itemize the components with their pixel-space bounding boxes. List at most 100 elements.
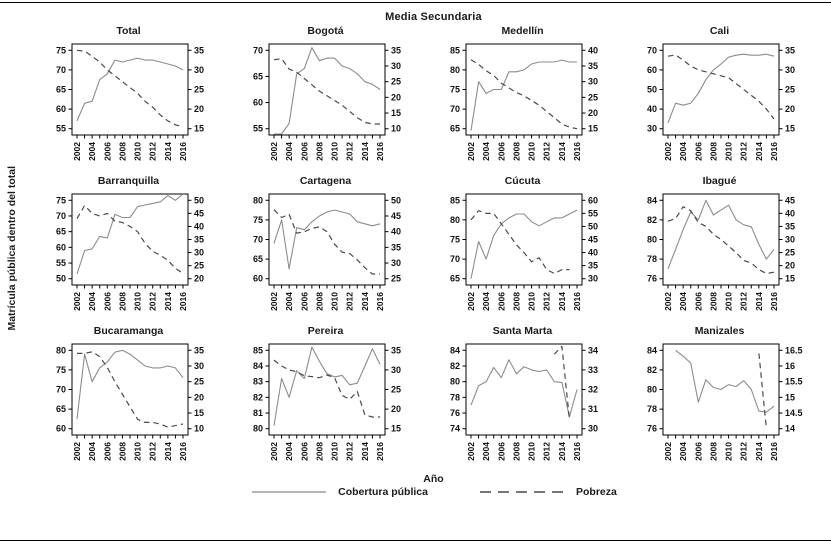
left-tick-label: 60 [56, 104, 66, 114]
right-tick-label: 15 [588, 124, 598, 134]
pobreza-line [77, 351, 184, 428]
year-label: 2002 [72, 292, 82, 311]
year-label: 2014 [557, 442, 567, 461]
panel-title: Bogotá [307, 25, 344, 37]
left-tick-label: 55 [253, 124, 263, 134]
right-tick-label: 30 [588, 274, 598, 284]
subplot-pereira: Pereira 80 81 82 83 84 85 15 20 25 30 35 2002 2004 200… [227, 324, 424, 473]
year-label: 2006 [299, 442, 309, 461]
year-label: 2006 [299, 142, 309, 161]
year-label: 2014 [360, 292, 370, 311]
panel-title: Cartagena [299, 175, 352, 187]
right-tick-label: 50 [588, 221, 598, 231]
panel-grid: Total 55 60 65 70 75 15 20 25 30 35 2002 2004 2006 200… [30, 24, 818, 473]
right-tick-label: 33 [588, 365, 598, 375]
year-label: 2010 [724, 292, 734, 311]
right-tick-label: 35 [194, 345, 204, 355]
year-label: 2002 [72, 142, 82, 161]
panel-title: Medellín [501, 25, 544, 37]
subplot-bogota: Bogotá 55 60 65 70 10 15 20 25 30 35 2002 2004 2006 20… [227, 24, 424, 173]
year-label: 2012 [345, 292, 355, 311]
right-tick-label: 15 [391, 424, 401, 434]
left-tick-label: 65 [56, 227, 66, 237]
pobreza-line [470, 210, 570, 275]
year-label: 2006 [102, 142, 112, 161]
panel-title: Barranquilla [97, 175, 160, 187]
left-tick-label: 76 [450, 408, 460, 418]
right-tick-label: 20 [785, 104, 795, 114]
year-label: 2002 [269, 142, 279, 161]
pobreza-line [76, 49, 184, 128]
year-label: 2010 [133, 292, 143, 311]
right-tick-label: 35 [588, 61, 598, 71]
left-tick-label: 80 [253, 424, 263, 434]
axis-box [71, 343, 189, 436]
left-tick-label: 75 [450, 85, 460, 95]
cobertura-line [667, 199, 775, 270]
year-label: 2004 [87, 442, 97, 461]
panel-title: Bucaramanga [93, 325, 164, 337]
right-tick-label: 30 [785, 235, 795, 245]
right-tick-label: 25 [785, 248, 795, 258]
subplot-bucaramanga: Bucaramanga 60 65 70 75 80 10 15 20 25 30 35 2002 200… [30, 324, 227, 473]
year-label: 2016 [178, 442, 188, 461]
right-tick-label: 34 [588, 345, 598, 355]
panel-title: Cali [709, 25, 730, 37]
year-label: 2008 [314, 292, 324, 311]
year-label: 2010 [724, 442, 734, 461]
right-tick-label: 45 [588, 235, 598, 245]
left-tick-label: 76 [647, 424, 657, 434]
plot-area: 65 70 75 80 85 15 20 25 30 35 40 2002 2004 2006 2008 20… [450, 43, 598, 161]
cobertura-line [76, 349, 184, 419]
left-tick-label: 65 [450, 124, 460, 134]
right-tick-label: 14 [785, 424, 795, 434]
year-label: 2016 [572, 292, 582, 311]
subplot-total: Total 55 60 65 70 75 15 20 25 30 35 2002 2004 2006 200… [30, 24, 227, 173]
right-tick-label: 20 [194, 392, 204, 402]
year-label: 2010 [133, 442, 143, 461]
axis-box [71, 193, 189, 286]
right-tick-label: 25 [588, 92, 598, 102]
year-label: 2010 [724, 142, 734, 161]
year-label: 2008 [511, 442, 521, 461]
year-label: 2006 [496, 442, 506, 461]
left-tick-label: 65 [253, 71, 263, 81]
right-tick-label: 60 [588, 195, 598, 205]
year-label: 2004 [678, 142, 688, 161]
left-tick-label: 80 [450, 65, 460, 75]
left-tick-label: 70 [450, 254, 460, 264]
x-axis-label: Año [423, 473, 444, 485]
right-tick-label: 20 [391, 404, 401, 414]
left-tick-label: 60 [253, 274, 263, 284]
year-label: 2004 [481, 292, 491, 311]
year-label: 2008 [314, 142, 324, 161]
year-label: 2006 [102, 292, 112, 311]
axis-box [71, 43, 189, 136]
year-label: 2012 [148, 292, 158, 311]
year-label: 2016 [572, 442, 582, 461]
year-label: 2012 [345, 442, 355, 461]
panel-title: Cúcuta [504, 175, 541, 187]
left-tick-label: 80 [450, 215, 460, 225]
cobertura-line [470, 209, 578, 279]
subplot-cartagena: Cartagena 60 65 70 75 80 25 30 35 40 45 50 2002 2004 2… [227, 174, 424, 323]
plot-area: 30 40 50 60 70 15 20 25 30 35 2002 2004 2006 2008 2010… [647, 43, 795, 161]
left-tick-label: 82 [450, 361, 460, 371]
left-tick-label: 70 [56, 211, 66, 221]
year-label: 2014 [163, 292, 173, 311]
year-label: 2004 [87, 142, 97, 161]
year-label: 2002 [269, 292, 279, 311]
left-tick-label: 70 [253, 45, 263, 55]
year-label: 2008 [117, 442, 127, 461]
year-label: 2006 [496, 292, 506, 311]
left-tick-label: 60 [56, 424, 66, 434]
right-tick-label: 35 [391, 345, 401, 355]
year-label: 2008 [117, 292, 127, 311]
year-label: 2012 [148, 442, 158, 461]
year-label: 2002 [663, 142, 673, 161]
right-tick-label: 10 [194, 424, 204, 434]
right-tick-label: 25 [391, 77, 401, 87]
plot-area: 55 60 65 70 10 15 20 25 30 35 2002 2004 2006 2008 2010… [253, 43, 401, 161]
plot-area: 60 65 70 75 80 25 30 35 40 45 50 2002 2004 2006 2008 20… [253, 193, 401, 311]
year-label: 2016 [769, 292, 779, 311]
